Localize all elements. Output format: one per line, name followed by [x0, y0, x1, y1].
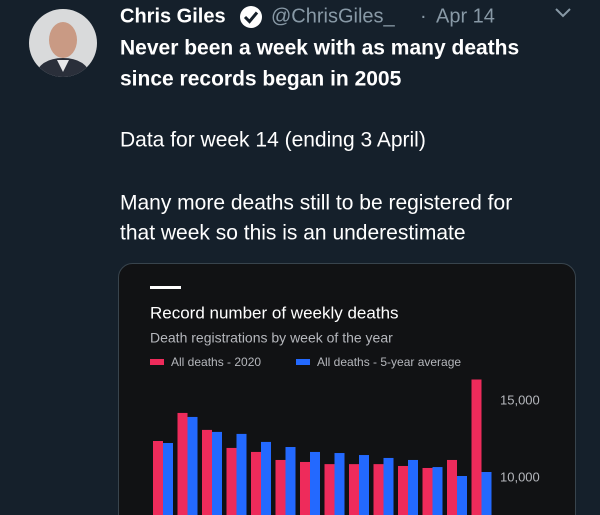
bar	[383, 457, 394, 515]
bar	[285, 447, 296, 515]
tweet-line: Never been a week with as many deaths	[120, 37, 519, 60]
bar	[226, 447, 237, 515]
bar	[177, 412, 188, 515]
bar	[408, 459, 418, 515]
tweet-line: Data for week 14 (ending 3 April)	[120, 129, 426, 152]
bar	[324, 464, 335, 515]
tweet-line: Many more deaths still to be registered …	[120, 192, 512, 215]
bar	[261, 441, 271, 515]
bar	[373, 464, 384, 515]
bar	[432, 467, 443, 515]
bar	[398, 465, 408, 515]
bar	[447, 459, 457, 515]
tweet-line: since records began in 2005	[120, 68, 402, 91]
y-tick-label: 15,000	[500, 392, 540, 407]
legend-label: All deaths - 2020	[171, 355, 261, 369]
bar	[422, 467, 433, 515]
bar	[481, 471, 492, 515]
bar	[471, 379, 482, 515]
bar	[212, 431, 222, 515]
bar	[334, 453, 345, 515]
handle[interactable]: @ChrisGiles_	[271, 5, 396, 27]
legend-label: All deaths - 5-year average	[317, 355, 461, 369]
y-tick-label: 10,000	[500, 469, 540, 484]
bar	[300, 461, 310, 515]
menu-chevron[interactable]	[555, 8, 571, 18]
legend-swatch	[296, 359, 310, 365]
bar	[251, 451, 261, 515]
bar	[187, 416, 198, 515]
avatar[interactable]	[29, 9, 97, 77]
bar	[310, 451, 320, 515]
bar	[163, 443, 173, 515]
chart: All deaths - 2020 All deaths - 5-year ave…	[150, 355, 540, 515]
date[interactable]: Apr 14	[436, 5, 495, 27]
chart-subtitle: Death registrations by week of the year	[150, 330, 393, 346]
bar	[202, 429, 212, 515]
author-name[interactable]: Chris Giles	[120, 5, 226, 27]
bar	[349, 464, 359, 515]
bar	[275, 459, 286, 515]
chart-accent	[150, 286, 181, 289]
separator: ·	[420, 5, 427, 27]
bar	[153, 441, 163, 515]
tweet-line: that week so this is an underestimate	[120, 222, 466, 245]
verified-badge	[240, 6, 262, 28]
bar	[236, 433, 247, 515]
bar	[457, 475, 467, 515]
bar	[359, 455, 369, 515]
legend-swatch	[150, 359, 164, 365]
chart-title: Record number of weekly deaths	[150, 303, 399, 322]
